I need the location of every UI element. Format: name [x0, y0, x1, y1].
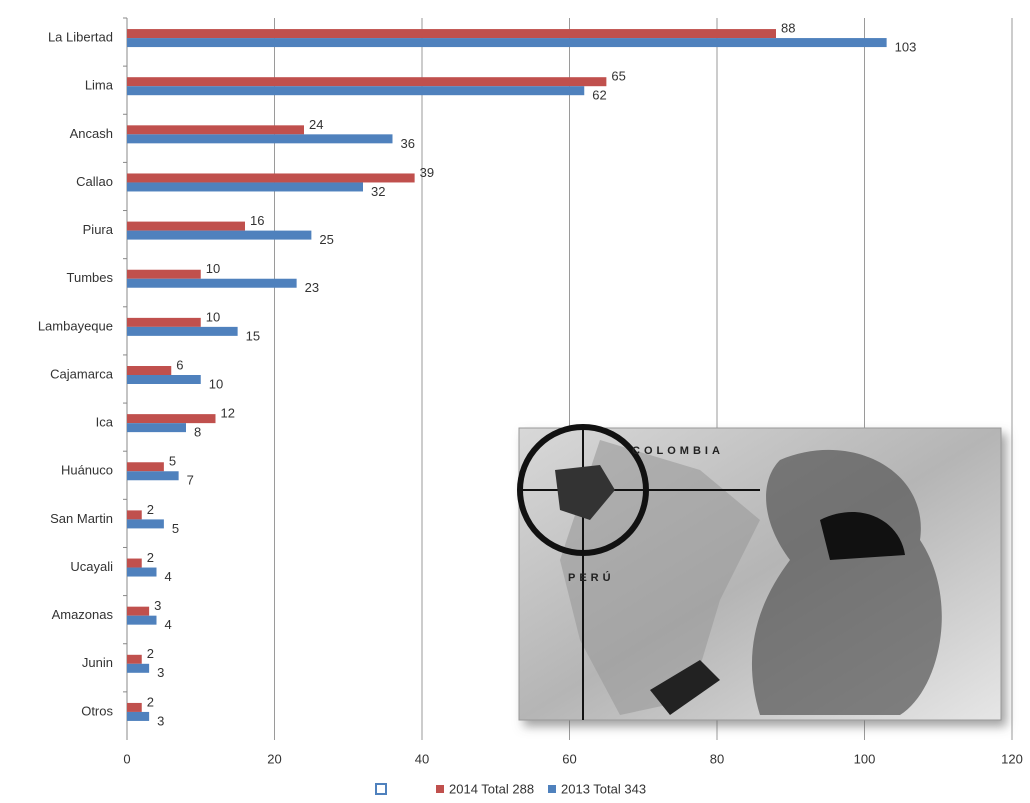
value-label: 4 — [165, 617, 172, 632]
value-label: 16 — [250, 213, 264, 228]
value-label: 23 — [305, 280, 319, 295]
value-label: 2 — [147, 550, 154, 565]
bar — [127, 663, 150, 673]
x-tick-label: 100 — [854, 751, 876, 766]
y-tick-label: Ica — [96, 415, 114, 430]
x-tick-label: 80 — [710, 751, 724, 766]
x-tick-label: 20 — [267, 751, 281, 766]
bar — [127, 558, 142, 568]
legend-marker — [548, 785, 556, 793]
y-tick-label: Amazonas — [52, 607, 114, 622]
value-label: 10 — [206, 261, 220, 276]
value-label: 5 — [172, 521, 179, 536]
value-label: 36 — [401, 136, 415, 151]
value-label: 39 — [420, 165, 434, 180]
bar — [127, 702, 142, 712]
value-label: 10 — [206, 309, 220, 324]
bar — [127, 278, 297, 288]
value-label: 15 — [246, 328, 260, 343]
y-tick-label: San Martin — [50, 511, 113, 526]
bar — [127, 125, 304, 135]
bar — [127, 173, 415, 183]
bar — [127, 221, 245, 231]
value-label: 2 — [147, 502, 154, 517]
bar — [127, 317, 201, 327]
bar — [127, 711, 150, 721]
value-label: 103 — [895, 40, 917, 55]
value-label: 4 — [165, 569, 172, 584]
y-tick-label: Lima — [85, 78, 114, 93]
value-label: 62 — [592, 88, 606, 103]
value-label: 8 — [194, 425, 201, 440]
legend-marker — [375, 783, 387, 795]
bar — [127, 86, 585, 96]
value-label: 7 — [187, 473, 194, 488]
value-label: 6 — [176, 357, 183, 372]
y-tick-label: Ucayali — [70, 559, 113, 574]
bar — [127, 462, 164, 472]
x-tick-label: 60 — [562, 751, 576, 766]
y-tick-label: Lambayeque — [38, 318, 113, 333]
bar — [127, 134, 393, 144]
y-tick-label: La Libertad — [48, 30, 113, 45]
bar — [127, 414, 216, 424]
value-label: 3 — [157, 665, 164, 680]
x-tick-label: 120 — [1001, 751, 1023, 766]
value-label: 10 — [209, 376, 223, 391]
inset-image: COLOMBIA PERÚ — [517, 424, 1002, 721]
value-label: 32 — [371, 184, 385, 199]
bar — [127, 366, 172, 375]
bar — [127, 269, 201, 279]
bar — [127, 29, 776, 39]
bar — [127, 326, 238, 336]
bar — [127, 519, 164, 529]
y-tick-label: Ancash — [70, 126, 113, 141]
y-tick-label: Cajamarca — [50, 366, 114, 381]
inset-label: COLOMBIA — [632, 445, 724, 457]
y-tick-label: Piura — [83, 222, 114, 237]
bar — [127, 375, 201, 384]
value-label: 88 — [781, 21, 795, 36]
value-label: 24 — [309, 117, 323, 132]
legend-marker — [436, 785, 444, 793]
x-tick-label: 0 — [123, 751, 130, 766]
bar — [127, 230, 312, 240]
value-label: 2 — [147, 694, 154, 709]
bar — [127, 615, 157, 625]
y-tick-label: Otros — [81, 703, 113, 718]
value-label: 3 — [154, 598, 161, 613]
value-label: 5 — [169, 454, 176, 469]
bar — [127, 654, 142, 664]
bar — [127, 510, 142, 520]
value-label: 3 — [157, 713, 164, 728]
value-label: 25 — [319, 232, 333, 247]
bar — [127, 77, 607, 87]
bar — [127, 38, 887, 48]
y-tick-label: Huánuco — [61, 463, 113, 478]
inset-label: PERÚ — [568, 571, 615, 584]
bar — [127, 471, 179, 481]
x-tick-label: 40 — [415, 751, 429, 766]
value-label: 12 — [221, 406, 235, 421]
y-tick-label: Callao — [76, 174, 113, 189]
bar — [127, 182, 363, 192]
bar — [127, 567, 157, 577]
legend-label: 2014 Total 288 — [449, 781, 534, 796]
bar — [127, 606, 150, 616]
bar — [127, 423, 186, 433]
value-label: 2 — [147, 646, 154, 661]
value-label: 65 — [611, 69, 625, 84]
y-tick-label: Junin — [82, 655, 113, 670]
y-tick-label: Tumbes — [67, 270, 114, 285]
legend-label: 2013 Total 343 — [561, 781, 646, 796]
